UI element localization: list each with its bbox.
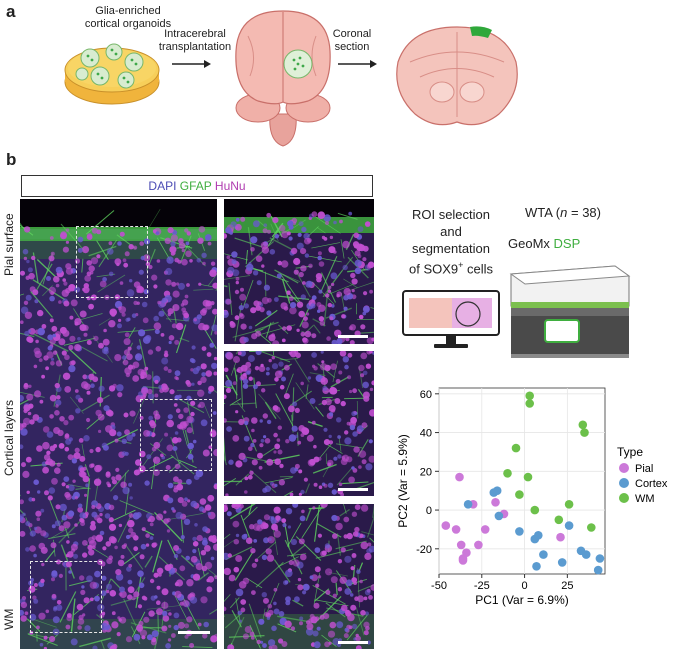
micrograph-inset-cortex bbox=[224, 351, 374, 496]
y-tick-label: 0 bbox=[426, 505, 432, 517]
y-tick-label: 60 bbox=[420, 389, 432, 401]
point-wm bbox=[578, 420, 588, 430]
panel-letter-a: a bbox=[6, 2, 16, 21]
point-wm bbox=[515, 490, 524, 499]
stain-gfap: GFAP bbox=[179, 179, 212, 193]
mouse-brain-dorsal-illustration bbox=[235, 10, 331, 147]
plot-area bbox=[438, 387, 606, 575]
scale-bar bbox=[178, 631, 210, 634]
y-tick-label: 20 bbox=[420, 466, 432, 478]
stain-dapi: DAPI bbox=[148, 179, 177, 193]
point-cortex bbox=[532, 562, 541, 571]
y-tick-label: -20 bbox=[416, 544, 432, 556]
section-label-line1: Coronal bbox=[332, 28, 372, 40]
monitor-illustration bbox=[402, 290, 500, 348]
section-label: Coronal section bbox=[322, 28, 382, 54]
roi-line4: of SOX9+ cells bbox=[408, 260, 494, 277]
scale-bar-inset-wm bbox=[338, 641, 368, 644]
arrow-right-icon-2 bbox=[338, 60, 377, 68]
region-label-cortical: Cortical layers bbox=[2, 399, 16, 476]
organoid-label-line1: Glia-enriched bbox=[95, 5, 161, 17]
panel-letter-b: b bbox=[6, 150, 17, 169]
point-cortex bbox=[593, 565, 603, 575]
point-wm bbox=[554, 515, 564, 525]
roi-box-cortex bbox=[140, 399, 212, 471]
roi-selection-label: ROI selection and segmentation of SOX9+ … bbox=[395, 206, 507, 277]
roi-box-wm bbox=[30, 561, 102, 633]
arrow-right-icon bbox=[172, 60, 211, 68]
organoid-label-line2: cortical organoids bbox=[84, 18, 172, 30]
point-cortex bbox=[581, 550, 591, 559]
point-pial bbox=[458, 556, 468, 565]
point-wm bbox=[564, 500, 574, 509]
roi-line3: segmentation bbox=[411, 241, 491, 256]
scale-bar-inset-pial bbox=[338, 335, 368, 338]
micrograph-inset-pial bbox=[224, 199, 374, 344]
point-pial bbox=[455, 472, 464, 482]
legend-label-cortex: Cortex bbox=[635, 478, 668, 490]
legend-label-wm: WM bbox=[635, 493, 655, 505]
region-label-pial: Pial surface bbox=[2, 213, 16, 276]
organoid-dish-illustration bbox=[64, 43, 160, 105]
scale-bar-inset-cortex bbox=[338, 488, 368, 491]
point-cortex bbox=[564, 521, 574, 530]
x-tick-label: -50 bbox=[431, 580, 447, 592]
point-wm bbox=[530, 505, 540, 515]
transplant-label: Intracerebral transplantation bbox=[150, 28, 240, 54]
region-label-wm: WM bbox=[2, 608, 16, 630]
transplant-label-line1: Intracerebral bbox=[164, 28, 226, 40]
organoid-label: Glia-enriched cortical organoids bbox=[68, 5, 188, 31]
roi-line2: and bbox=[440, 224, 462, 239]
roi-line1: ROI selection bbox=[411, 207, 491, 222]
legend-swatch-cortex bbox=[619, 478, 629, 488]
point-pial bbox=[480, 525, 490, 534]
point-pial bbox=[451, 525, 461, 534]
geomx-instrument-illustration bbox=[509, 265, 631, 358]
geomx-label: GeoMx DSP bbox=[508, 236, 581, 251]
point-wm bbox=[525, 399, 534, 408]
x-tick-label: 25 bbox=[561, 580, 573, 592]
x-axis-label: PC1 (Var = 6.9%) bbox=[475, 593, 568, 607]
point-cortex bbox=[463, 500, 473, 509]
legend-swatch-pial bbox=[619, 463, 629, 473]
y-axis-label: PC2 (Var = 5.9%) bbox=[396, 434, 410, 527]
roi-box-pial bbox=[76, 226, 148, 298]
legend-label-pial: Pial bbox=[635, 463, 653, 475]
point-cortex bbox=[534, 531, 543, 540]
point-pial bbox=[556, 532, 565, 542]
legend-title: Type bbox=[617, 445, 643, 459]
legend-swatch-wm bbox=[619, 493, 629, 503]
pca-scatter-chart: -50 -25 0 25 -20 0 20 40 60 PC1 (Var = 6.9%) PC2… bbox=[396, 387, 668, 607]
point-wm bbox=[523, 472, 533, 482]
point-wm bbox=[503, 469, 512, 478]
point-cortex bbox=[595, 554, 605, 563]
transplant-label-line2: transplantation bbox=[158, 41, 232, 53]
x-tick-label: -25 bbox=[474, 580, 490, 592]
point-pial bbox=[491, 498, 500, 507]
point-pial bbox=[441, 521, 451, 530]
point-cortex bbox=[557, 558, 567, 567]
point-pial bbox=[474, 540, 483, 550]
stain-legend: DAPI GFAP HuNu bbox=[21, 175, 373, 197]
micrograph-overview bbox=[20, 199, 217, 649]
point-pial bbox=[456, 540, 466, 550]
point-cortex bbox=[539, 550, 548, 559]
section-label-line2: section bbox=[334, 41, 370, 53]
point-pial bbox=[462, 548, 471, 557]
point-cortex bbox=[492, 486, 502, 495]
point-wm bbox=[580, 428, 589, 437]
stain-hunu: HuNu bbox=[214, 179, 246, 193]
point-cortex bbox=[494, 511, 504, 521]
y-tick-label: 40 bbox=[420, 428, 432, 440]
point-wm bbox=[587, 523, 596, 532]
x-tick-label: 0 bbox=[522, 580, 528, 592]
coronal-section-illustration bbox=[396, 26, 518, 126]
point-wm bbox=[511, 443, 521, 453]
point-cortex bbox=[515, 527, 524, 536]
wta-label: WTA (n = 38) bbox=[525, 205, 601, 220]
point-wm bbox=[525, 391, 534, 401]
micrograph-inset-wm bbox=[224, 504, 374, 649]
